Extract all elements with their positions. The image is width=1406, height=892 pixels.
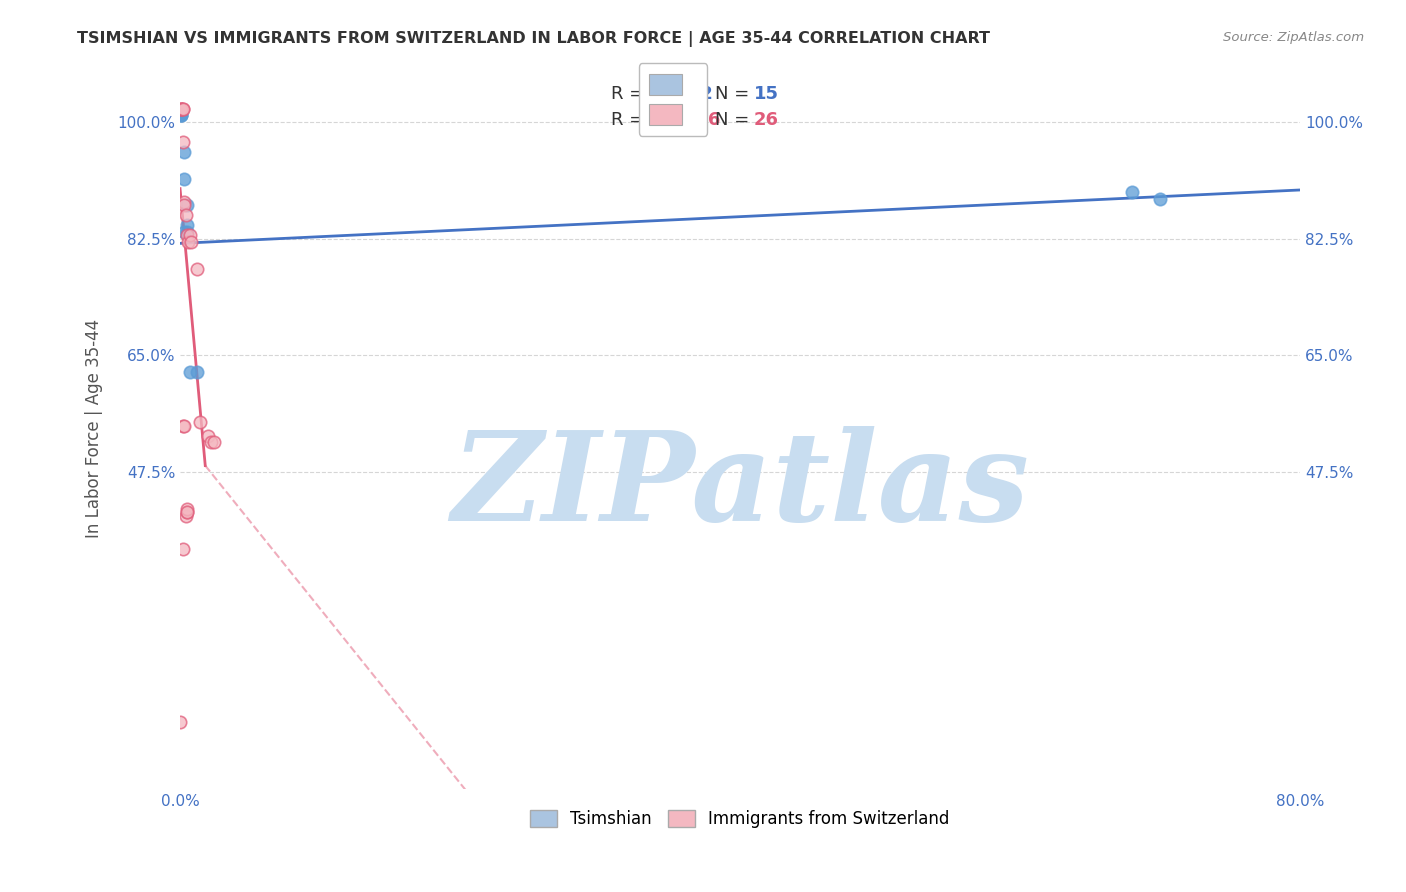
Point: [176, 228, 198, 243]
Y-axis label: In Labor Force | Age 35-44: In Labor Force | Age 35-44: [86, 319, 103, 539]
Point: [179, 365, 201, 379]
Point: [173, 198, 195, 212]
Point: [1149, 192, 1171, 206]
Legend: Tsimshian, Immigrants from Switzerland: Tsimshian, Immigrants from Switzerland: [523, 804, 956, 835]
Text: -0.396: -0.396: [657, 112, 720, 129]
Point: [169, 715, 191, 730]
Point: [179, 228, 201, 243]
Point: [176, 219, 198, 233]
Point: [202, 435, 225, 450]
Point: [197, 428, 219, 442]
Point: [172, 102, 194, 116]
Point: [176, 502, 198, 516]
Point: [170, 108, 193, 122]
Point: [172, 541, 194, 556]
Point: [1121, 185, 1143, 199]
Point: [174, 508, 197, 523]
Point: [188, 415, 211, 429]
Point: [170, 102, 193, 116]
Point: [172, 418, 194, 433]
Text: N =: N =: [716, 85, 755, 103]
Point: [173, 225, 195, 239]
Point: [176, 505, 198, 519]
Point: [173, 171, 195, 186]
Point: [200, 435, 222, 450]
Text: 0.212: 0.212: [657, 85, 713, 103]
Point: [170, 102, 193, 116]
Point: [176, 198, 198, 212]
Text: R =: R =: [612, 112, 650, 129]
Text: Source: ZipAtlas.com: Source: ZipAtlas.com: [1223, 31, 1364, 45]
Point: [177, 235, 200, 249]
Point: [172, 102, 194, 116]
Point: [173, 145, 195, 159]
Text: R =: R =: [612, 85, 650, 103]
Text: ZIPatlas: ZIPatlas: [451, 425, 1029, 548]
Point: [174, 208, 197, 222]
Text: 26: 26: [754, 112, 779, 129]
Text: TSIMSHIAN VS IMMIGRANTS FROM SWITZERLAND IN LABOR FORCE | AGE 35-44 CORRELATION : TSIMSHIAN VS IMMIGRANTS FROM SWITZERLAND…: [77, 31, 990, 47]
Point: [186, 365, 208, 379]
Text: 15: 15: [754, 85, 779, 103]
Point: [173, 418, 195, 433]
Point: [173, 194, 195, 209]
Point: [176, 505, 198, 519]
Point: [170, 108, 193, 122]
Point: [186, 261, 208, 276]
Text: N =: N =: [716, 112, 755, 129]
Point: [180, 235, 202, 249]
Point: [172, 135, 194, 149]
Point: [176, 225, 198, 239]
Point: [170, 108, 193, 122]
Point: [170, 102, 193, 116]
